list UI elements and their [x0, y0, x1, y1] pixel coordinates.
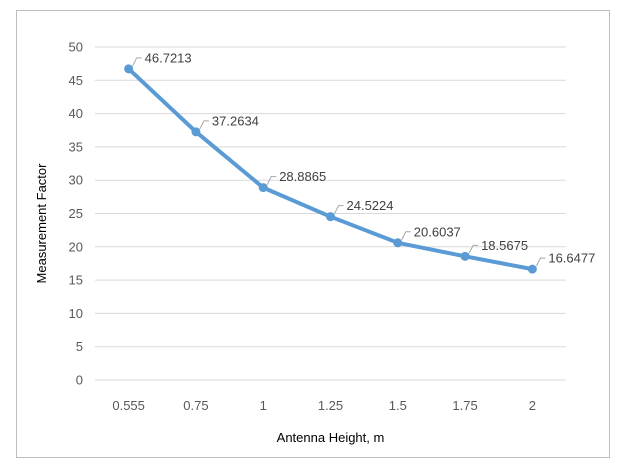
- leader-line: [266, 176, 277, 185]
- y-tick-label: 5: [76, 339, 83, 354]
- y-tick-label: 35: [69, 139, 83, 154]
- data-label: 20.6037: [414, 224, 461, 239]
- x-tick-label: 0.75: [183, 398, 208, 413]
- series-line-layer: [126, 66, 535, 272]
- data-point: [326, 212, 335, 222]
- leader-line: [132, 57, 142, 67]
- gridlines: [95, 46, 566, 381]
- y-tick-label: 0: [76, 373, 83, 388]
- y-tick-label: 45: [69, 73, 83, 88]
- data-labels: 46.7213 37.2634 28.8865 24.5224 20.6037 18.56…: [132, 50, 595, 267]
- y-tick-label: 10: [69, 306, 83, 321]
- x-tick-label: 1.25: [318, 398, 343, 413]
- data-point: [527, 264, 537, 274]
- data-point: [258, 183, 268, 193]
- x-tick-label: 1: [260, 398, 267, 413]
- series-line: [126, 66, 535, 272]
- data-points: [124, 64, 537, 274]
- leader-line: [468, 244, 479, 254]
- data-point: [393, 238, 403, 248]
- data-label: 37.2634: [212, 113, 259, 128]
- x-axis-tick-labels: 0.555 0.75 1 1.25 1.5 1.75 2: [112, 398, 536, 413]
- data-point: [191, 127, 201, 137]
- data-label: 24.5224: [347, 198, 394, 213]
- x-tick-label: 1.75: [452, 398, 477, 413]
- data-point: [460, 251, 470, 261]
- y-tick-label: 30: [69, 173, 83, 188]
- y-tick-label: 50: [69, 40, 83, 55]
- x-tick-label: 0.555: [112, 398, 145, 413]
- data-label: 28.8865: [279, 169, 326, 184]
- leader-line: [334, 205, 344, 214]
- x-tick-label: 2: [529, 398, 536, 413]
- y-tick-label: 15: [69, 273, 83, 288]
- y-tick-label: 20: [69, 239, 83, 254]
- leader-line: [401, 231, 411, 241]
- y-tick-label: 25: [69, 206, 83, 221]
- data-label: 16.6477: [548, 251, 595, 266]
- x-axis-title: Antenna Height, m: [277, 430, 385, 445]
- chart-frame: [16, 10, 610, 458]
- y-axis-tick-labels: 0 5 10 15 20 25 30 35 40 45 50: [69, 40, 83, 388]
- x-tick-label: 1.5: [389, 398, 407, 413]
- y-tick-label: 40: [69, 106, 83, 121]
- data-point: [124, 64, 134, 74]
- leader-line: [535, 257, 546, 267]
- data-label: 46.7213: [145, 50, 192, 65]
- data-label: 18.5675: [481, 238, 528, 253]
- leader-line: [199, 120, 209, 130]
- y-axis-title: Measurement Factor: [34, 163, 49, 284]
